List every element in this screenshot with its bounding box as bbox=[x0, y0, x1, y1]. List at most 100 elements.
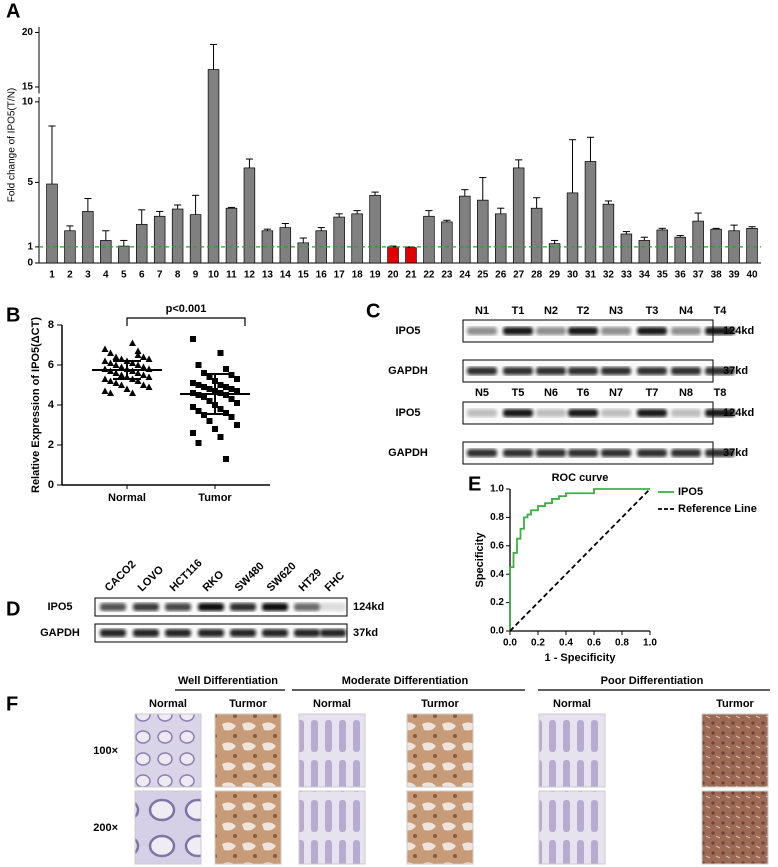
blot-band bbox=[294, 603, 320, 611]
x-tick-label: 7 bbox=[157, 270, 163, 281]
band-label: IPO5 bbox=[395, 325, 420, 337]
x-tick-label: 0.0 bbox=[503, 638, 517, 649]
size-label: 37kd bbox=[353, 627, 378, 639]
bar bbox=[135, 223, 148, 264]
point bbox=[206, 418, 213, 424]
bar bbox=[46, 183, 58, 264]
blot-band bbox=[568, 367, 598, 375]
point bbox=[223, 456, 229, 462]
blot-band bbox=[671, 449, 701, 457]
x-tick-label: 40 bbox=[746, 270, 758, 281]
blot-band bbox=[705, 449, 735, 457]
histology-image bbox=[538, 790, 606, 865]
blot-band bbox=[320, 603, 346, 611]
point bbox=[190, 404, 196, 410]
point bbox=[190, 336, 196, 342]
point bbox=[234, 422, 240, 428]
x-tick-label: 12 bbox=[244, 270, 256, 281]
point bbox=[217, 382, 224, 388]
y-tick-label: 10 bbox=[22, 96, 34, 107]
histology-image bbox=[134, 790, 202, 865]
blot-band bbox=[198, 603, 224, 611]
x-tick-label: 13 bbox=[262, 270, 274, 281]
point bbox=[217, 406, 224, 412]
x-tick-label: 36 bbox=[675, 270, 687, 281]
blot-band bbox=[671, 327, 701, 335]
x-tick-label: 25 bbox=[477, 270, 489, 281]
histology-image bbox=[214, 790, 282, 865]
lane-label: T5 bbox=[512, 387, 525, 399]
x-tick-label: 9 bbox=[193, 270, 199, 281]
point bbox=[228, 414, 235, 420]
bar bbox=[530, 207, 543, 264]
blot-band bbox=[230, 603, 256, 611]
blot-band bbox=[568, 409, 598, 417]
point bbox=[223, 366, 229, 372]
point bbox=[206, 386, 213, 392]
y-axis-label: Fold change of IPO5(T/N) bbox=[7, 88, 18, 203]
blot-band bbox=[100, 603, 126, 611]
histology-image bbox=[298, 790, 366, 865]
point bbox=[206, 374, 213, 380]
blot-band bbox=[133, 603, 159, 611]
x-tick-label: 38 bbox=[711, 270, 723, 281]
x-tick-label: 11 bbox=[226, 270, 237, 281]
x-tick-label: 0.2 bbox=[531, 638, 545, 649]
y-tick-label: 0.2 bbox=[490, 597, 504, 608]
point bbox=[101, 357, 109, 364]
x-tick-label: Tumor bbox=[198, 492, 232, 504]
blot-band bbox=[503, 367, 533, 375]
x-tick-label: 0.6 bbox=[587, 638, 601, 649]
x-tick-label: 8 bbox=[175, 270, 181, 281]
point bbox=[134, 351, 142, 358]
blot-band bbox=[601, 327, 631, 335]
lane-label: T2 bbox=[577, 305, 590, 317]
bar bbox=[369, 194, 381, 264]
blot-band bbox=[100, 629, 126, 637]
blot-band bbox=[637, 367, 667, 375]
histology-image bbox=[701, 713, 769, 788]
column-header: Turmor bbox=[229, 698, 267, 710]
point bbox=[145, 373, 153, 380]
blot-band bbox=[294, 629, 320, 637]
point bbox=[118, 381, 125, 388]
point bbox=[145, 383, 153, 390]
blot-band bbox=[536, 449, 566, 457]
y-tick-label: 1 bbox=[27, 242, 33, 253]
column-header: Normal bbox=[149, 698, 187, 710]
histology-image bbox=[406, 790, 474, 865]
bar bbox=[477, 199, 489, 264]
lane-label: N5 bbox=[475, 387, 489, 399]
lane-label: N6 bbox=[544, 387, 558, 399]
lane-label: N7 bbox=[609, 387, 623, 399]
lane-label: N3 bbox=[609, 305, 623, 317]
point bbox=[228, 386, 235, 392]
histology-image bbox=[134, 713, 202, 788]
group-header: Well Differentiation bbox=[178, 675, 278, 687]
point bbox=[129, 339, 136, 346]
bar bbox=[82, 211, 94, 264]
x-tick-label: 18 bbox=[352, 270, 364, 281]
y-tick-label: 5 bbox=[27, 177, 33, 188]
panel-label: E bbox=[468, 473, 481, 495]
x-tick-label: 14 bbox=[280, 270, 292, 281]
x-tick-label: 30 bbox=[567, 270, 579, 281]
blot-band bbox=[467, 409, 497, 417]
histology-image bbox=[298, 713, 366, 788]
point bbox=[190, 430, 196, 436]
bar bbox=[512, 167, 525, 264]
y-tick-label: 0 bbox=[27, 258, 33, 269]
bar bbox=[441, 221, 453, 264]
point bbox=[228, 372, 235, 378]
point bbox=[228, 396, 235, 402]
y-tick-label: 0 bbox=[48, 479, 54, 491]
blot-band bbox=[165, 603, 191, 611]
point bbox=[195, 408, 202, 414]
x-tick-label: 37 bbox=[693, 270, 705, 281]
band-label: IPO5 bbox=[47, 601, 72, 613]
point bbox=[129, 359, 136, 366]
x-tick-label: 32 bbox=[603, 270, 615, 281]
point bbox=[101, 375, 109, 382]
lane-label: FHC bbox=[323, 570, 348, 595]
